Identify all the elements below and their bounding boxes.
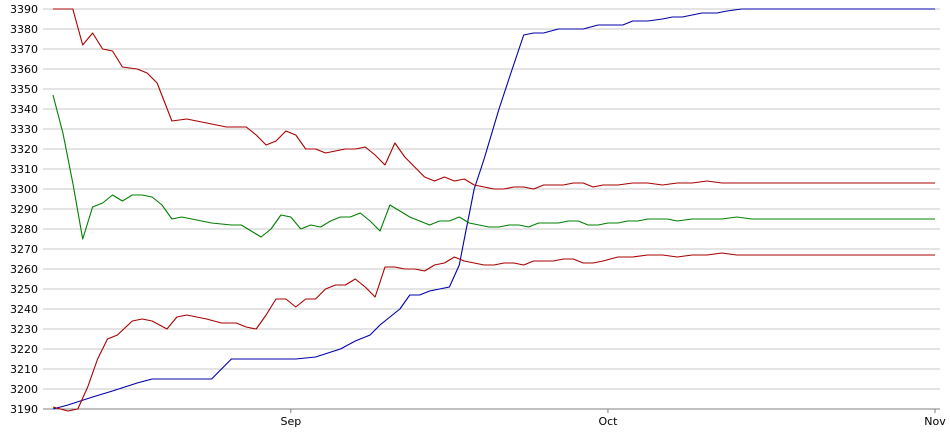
x-tick-label: Nov <box>924 415 946 428</box>
x-tick-label: Sep <box>280 415 301 428</box>
y-tick-label: 3380 <box>10 23 38 36</box>
y-tick-label: 3310 <box>10 163 38 176</box>
y-tick-label: 3360 <box>10 63 38 76</box>
y-tick-label: 3230 <box>10 323 38 336</box>
y-tick-label: 3250 <box>10 283 38 296</box>
y-axis-tick-labels: 3190 3200 3210 3220 3230 3240 3250 3260 3270 3280… <box>10 3 38 416</box>
y-tick-label: 3280 <box>10 223 38 236</box>
series-line-4 <box>52 94 935 240</box>
y-tick-label: 3300 <box>10 183 38 196</box>
y-tick-label: 3210 <box>10 363 38 376</box>
x-tick-label: Oct <box>598 415 618 428</box>
series-line-2 <box>53 8 935 190</box>
y-tick-label: 3260 <box>10 263 38 276</box>
grid <box>43 8 940 413</box>
y-tick-label: 3370 <box>10 43 38 56</box>
y-tick-label: 3190 <box>10 403 38 416</box>
series-lines <box>52 8 935 412</box>
y-tick-label: 3330 <box>10 123 38 136</box>
y-tick-label: 3350 <box>10 83 38 96</box>
series-line-1 <box>52 8 935 410</box>
y-tick-label: 3290 <box>10 203 38 216</box>
y-tick-label: 3200 <box>10 383 38 396</box>
y-tick-label: 3340 <box>10 103 38 116</box>
y-tick-label: 3320 <box>10 143 38 156</box>
y-tick-label: 3390 <box>10 3 38 16</box>
y-tick-label: 3240 <box>10 303 38 316</box>
series-line-3 <box>52 252 935 412</box>
x-axis-tick-labels: Sep Oct Nov <box>280 415 946 428</box>
y-tick-label: 3220 <box>10 343 38 356</box>
y-tick-label: 3270 <box>10 243 38 256</box>
